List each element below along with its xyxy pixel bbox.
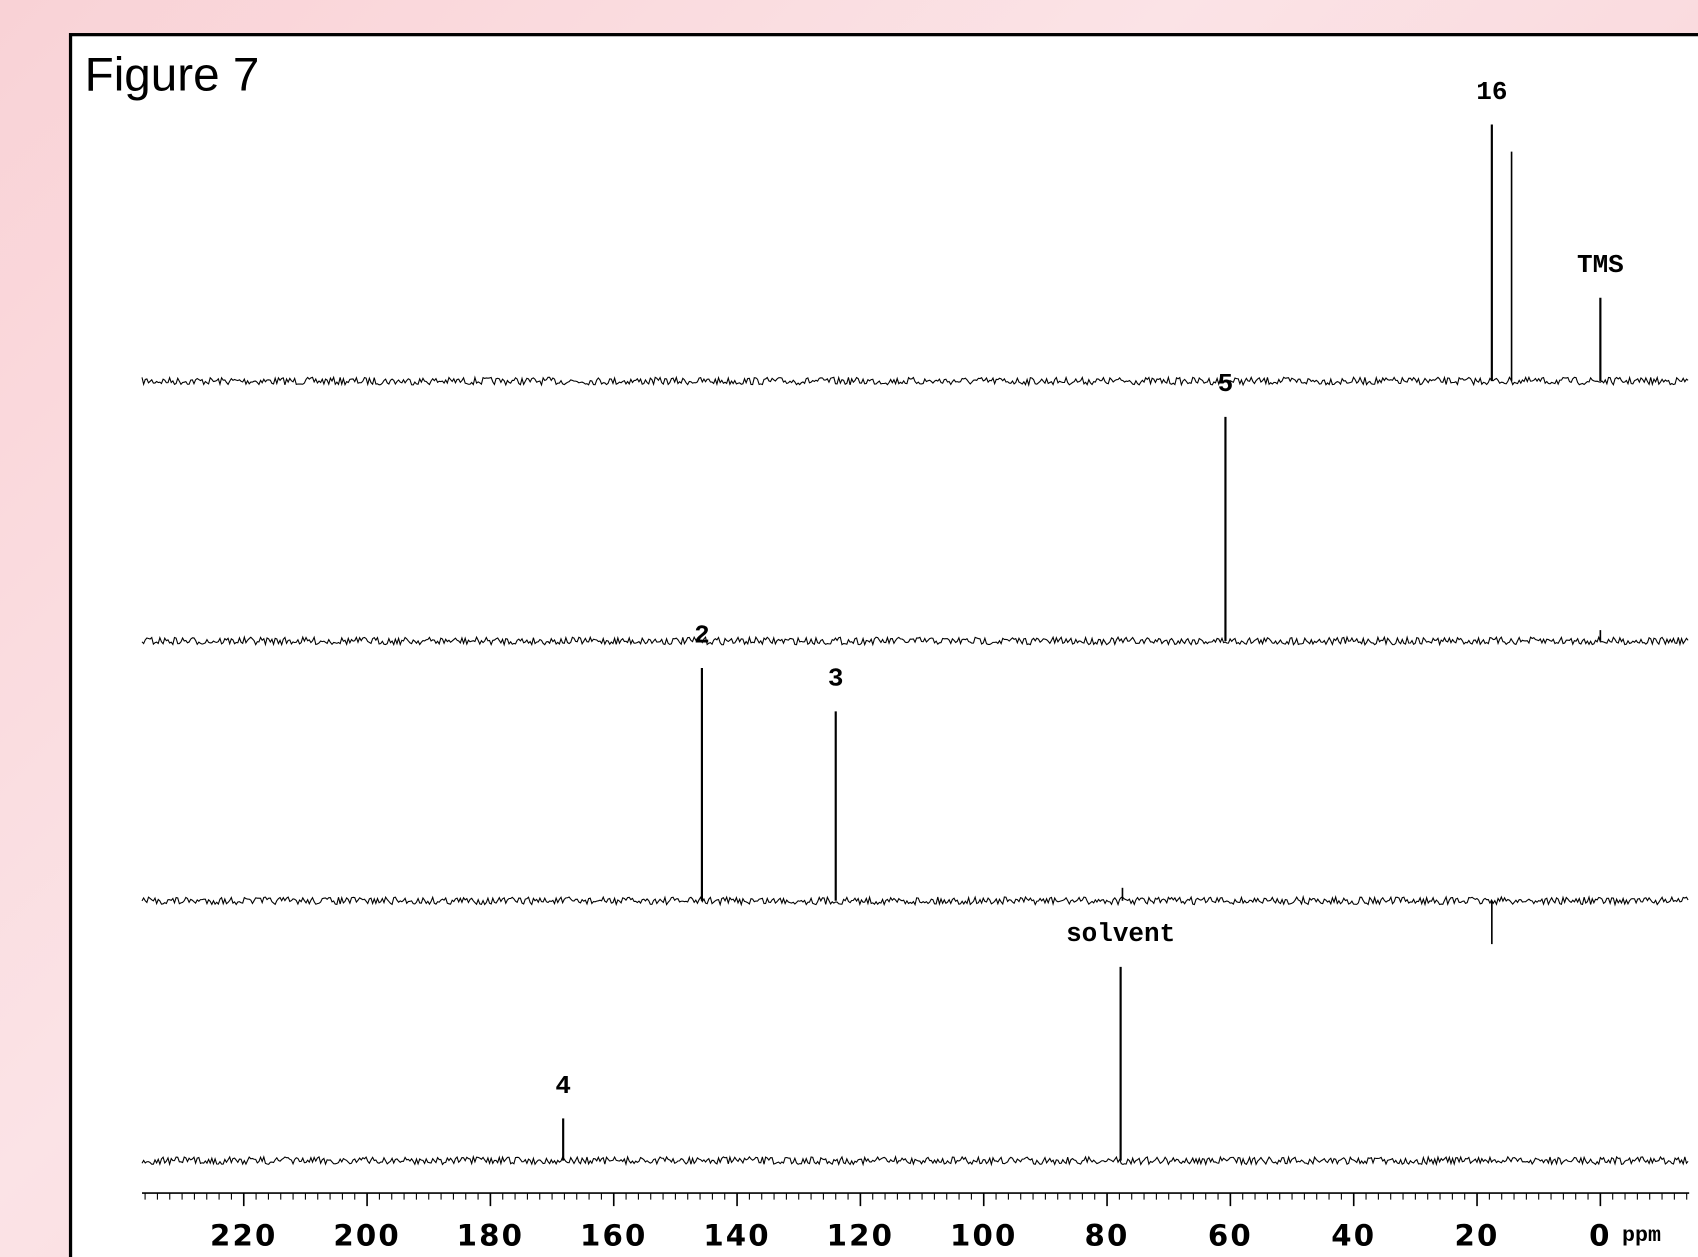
peak-label: 5 xyxy=(1218,369,1234,399)
x-tick-label: 80 xyxy=(1085,1219,1130,1253)
figure-panel xyxy=(68,33,1698,1257)
x-axis-label: ppm xyxy=(1622,1223,1661,1248)
x-tick-label: 100 xyxy=(950,1219,1017,1253)
x-tick-label: 60 xyxy=(1208,1219,1253,1253)
x-tick-label: 20 xyxy=(1455,1219,1500,1253)
x-tick-label: 120 xyxy=(827,1219,895,1253)
peak-label: 4 xyxy=(555,1071,571,1101)
peak-label: 3 xyxy=(828,664,844,694)
x-tick-label: 220 xyxy=(210,1219,278,1253)
chart-title: Figure 7 xyxy=(85,49,260,102)
baseline-noise xyxy=(141,375,1689,388)
peak-label: solvent xyxy=(1066,919,1175,949)
peak-label: TMS xyxy=(1577,250,1624,280)
x-tick-label: 140 xyxy=(703,1219,771,1253)
baseline-noise xyxy=(141,894,1689,907)
x-tick-label: 180 xyxy=(457,1219,525,1253)
x-tick-label: 200 xyxy=(333,1219,401,1253)
x-tick-label: 40 xyxy=(1331,1219,1376,1253)
baseline-noise xyxy=(141,1154,1689,1167)
x-tick-label: 160 xyxy=(580,1219,647,1253)
x-tick-label: 0 xyxy=(1589,1219,1612,1253)
baseline-noise xyxy=(141,635,1689,647)
peak-label: 2 xyxy=(694,620,710,650)
peak-label: 16 xyxy=(1476,77,1507,107)
